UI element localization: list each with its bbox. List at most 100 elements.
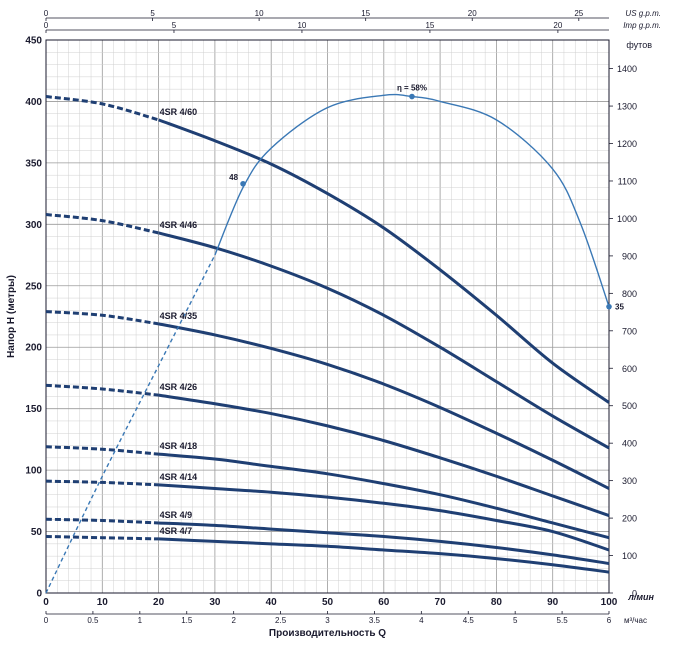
- curve-solid: [158, 452, 610, 540]
- x-tick-label: 20: [153, 597, 165, 608]
- y-tick-label: 150: [25, 404, 42, 415]
- y-tick-label: 50: [31, 527, 43, 538]
- series-label: 4SR 4/9: [160, 510, 193, 520]
- right-tick-label: 300: [622, 476, 637, 486]
- series-label: 4SR 4/18: [160, 441, 198, 451]
- x-tick-label: 0: [43, 597, 49, 608]
- secondary-tick-label: 6: [607, 616, 612, 625]
- y-tick-label: 350: [25, 158, 42, 169]
- efficiency-point: [606, 303, 612, 310]
- curve-solid: [158, 322, 610, 490]
- y-tick-label: 200: [25, 343, 42, 354]
- curve-dashed: [45, 310, 159, 326]
- efficiency-curve: [214, 93, 610, 307]
- series-label: 4SR 4/60: [160, 107, 198, 117]
- grid-lines: [45, 39, 610, 594]
- curve-solid: [158, 393, 610, 517]
- x-tick-label: 30: [209, 597, 221, 608]
- y-tick-label: 0: [36, 589, 42, 600]
- y-tick-label: 450: [25, 36, 42, 47]
- curve-dashed: [45, 213, 159, 235]
- x-tick-label: 40: [266, 597, 278, 608]
- right-tick-label: 900: [622, 251, 637, 261]
- right-tick-label: 500: [622, 401, 637, 411]
- x-tick-label: 90: [547, 597, 559, 608]
- curve-solid: [158, 483, 610, 552]
- x-tick-label: 10: [97, 597, 109, 608]
- x-tick-label: 80: [491, 597, 503, 608]
- curve-solid: [158, 231, 610, 450]
- right-tick-label: 1400: [617, 64, 637, 74]
- secondary-tick-label: 1.5: [181, 616, 193, 625]
- right-tick-label: 200: [622, 514, 637, 524]
- top-axis-label: US g.p.m.: [625, 9, 661, 18]
- efficiency-point: [240, 180, 246, 187]
- efficiency-curve-group: 48 η = 58% 35: [45, 84, 624, 594]
- secondary-tick-label: 5: [513, 616, 518, 625]
- right-tick-label: 800: [622, 289, 637, 299]
- curve-solid: [158, 118, 610, 404]
- right-tick-label: 400: [622, 439, 637, 449]
- efficiency-label: η = 58%: [397, 84, 427, 93]
- x-tick-label: 100: [601, 597, 618, 608]
- x-tick-label: 50: [322, 597, 334, 608]
- efficiency-label: 35: [615, 303, 624, 312]
- labels: 4SR 4/60 4SR 4/46 4SR 4/35 4SR 4/26 4SR 4/18…: [160, 107, 198, 536]
- efficiency-curve-dashed: [45, 254, 216, 594]
- curve-dashed: [45, 479, 159, 487]
- series-label: 4SR 4/7: [160, 526, 193, 536]
- top-tick-label: 10: [255, 9, 264, 18]
- right-tick-label: 1300: [617, 102, 637, 112]
- right-axis-label: футов: [626, 40, 652, 50]
- secondary-tick-label: 3.5: [369, 616, 381, 625]
- y-tick-label: 100: [25, 466, 42, 477]
- right-tick-label: 600: [622, 364, 637, 374]
- secondary-tick-label: 0.5: [87, 616, 99, 625]
- curve-dashed: [45, 95, 160, 122]
- top-tick-label: 5: [150, 9, 155, 18]
- curve-dashed: [45, 517, 159, 525]
- x-unit-label: л/мин: [627, 592, 654, 602]
- y-tick-label: 300: [25, 220, 42, 231]
- top-tick-label: 20: [468, 9, 477, 18]
- secondary-tick-label: 4: [419, 616, 424, 625]
- pump-curves: [45, 95, 610, 574]
- series-label: 4SR 4/35: [160, 311, 198, 321]
- top-tick-label: 25: [574, 9, 583, 18]
- curve-dashed: [45, 445, 159, 456]
- right-tick-label: 100: [622, 551, 637, 561]
- right-tick-label: 1100: [618, 176, 637, 186]
- curve-dashed: [45, 383, 159, 397]
- plot-frame: [45, 39, 610, 594]
- top-tick-label: 5: [172, 21, 177, 30]
- efficiency-point: [409, 93, 415, 100]
- x-tick-label: 70: [435, 597, 447, 608]
- y-tick-label: 250: [25, 281, 42, 292]
- secondary-axis-label: м³/час: [624, 616, 647, 625]
- secondary-tick-label: 2.5: [275, 616, 287, 625]
- secondary-tick-label: 2: [231, 616, 236, 625]
- curve-solid: [158, 521, 610, 565]
- series-label: 4SR 4/14: [160, 472, 198, 482]
- x-axis-label: Производительность Q: [269, 628, 386, 639]
- right-tick-label: 1200: [617, 139, 637, 149]
- y-axis-label: Напор H (метры): [6, 275, 17, 358]
- right-tick-label: 1000: [617, 214, 637, 224]
- secondary-tick-label: 3: [325, 616, 330, 625]
- secondary-tick-label: 4.5: [463, 616, 475, 625]
- top-tick-label: 20: [553, 21, 562, 30]
- top-tick-label: 10: [297, 21, 306, 30]
- right-tick-label: 700: [622, 326, 637, 336]
- efficiency-label: 48: [229, 173, 238, 182]
- x-tick-label: 60: [378, 597, 390, 608]
- y-tick-label: 400: [25, 97, 42, 108]
- secondary-tick-label: 5.5: [557, 616, 569, 625]
- secondary-tick-label: 1: [138, 616, 143, 625]
- curve-solid: [158, 537, 610, 574]
- right-tick-label: 0: [632, 589, 637, 599]
- top-tick-label: 15: [361, 9, 370, 18]
- secondary-tick-label: 0: [44, 616, 49, 625]
- top-tick-label: 0: [44, 21, 49, 30]
